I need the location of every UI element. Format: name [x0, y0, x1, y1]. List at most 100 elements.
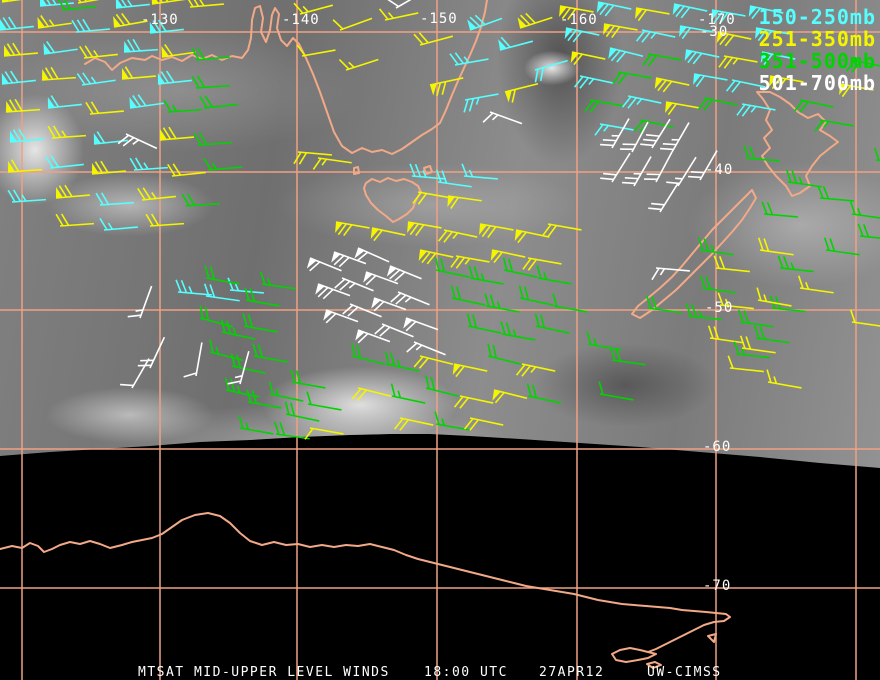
wind-barb-501-700mb — [354, 247, 390, 263]
legend-item-251-350mb: 251-350mb — [758, 27, 876, 51]
latitude-label: -50 — [705, 300, 734, 316]
wind-barb-351-500mb — [697, 237, 734, 256]
coastline-tasmania-islet-west — [353, 166, 360, 175]
wind-barb-501-700mb — [355, 329, 391, 344]
wind-barb-501-700mb — [643, 151, 673, 183]
wind-barb-351-500mb — [761, 201, 798, 218]
wind-barb-251-350mb — [515, 363, 556, 377]
wind-barb-351-500mb — [697, 97, 738, 111]
wind-barb-251-350mb — [452, 363, 488, 378]
wind-barb-351-500mb — [645, 295, 682, 314]
wind-barb-150-250mb — [157, 70, 192, 85]
pressure-level-legend: 150-250mb 251-350mb 351-500mb 501-700mb — [759, 6, 876, 94]
wind-barb-251-350mb — [351, 387, 392, 401]
wind-barb-251-350mb — [335, 221, 370, 237]
wind-barb-351-500mb — [777, 255, 814, 273]
wind-barb-150-250mb — [635, 29, 676, 43]
wind-barb-251-350mb — [504, 82, 539, 103]
coastline-nz-north-island — [756, 91, 839, 197]
wind-barb-150-250mb — [679, 25, 714, 40]
wind-barb-351-500mb — [163, 99, 202, 113]
wind-barb-351-500mb — [434, 411, 470, 431]
longitude-label: -150 — [420, 11, 458, 27]
wind-barb-150-250mb — [99, 217, 138, 231]
wind-barb-351-500mb — [238, 415, 274, 435]
wind-barb-351-500mb — [273, 421, 310, 440]
caption-date: 27APR12 — [539, 665, 605, 680]
wind-barb-351-500mb — [484, 293, 520, 313]
wind-barb-150-250mb — [672, 3, 708, 19]
coastline-nz-south-island — [631, 189, 757, 319]
wind-barb-251-350mb — [151, 0, 186, 5]
wind-barb-150-250mb — [449, 52, 489, 66]
wind-barb-150-250mb — [47, 95, 82, 109]
wind-barb-251-350mb — [766, 369, 802, 389]
wind-barb-351-500mb — [598, 381, 634, 401]
wind-barb-501-700mb — [648, 182, 679, 213]
wind-barb-251-350mb — [167, 163, 206, 177]
wind-barb-351-500mb — [814, 119, 854, 132]
wind-barb-251-350mb — [338, 58, 379, 71]
wind-barb-351-500mb — [526, 383, 562, 404]
wind-barb-351-500mb — [584, 99, 624, 113]
wind-barb-351-500mb — [793, 99, 834, 113]
wind-barb-251-350mb — [413, 32, 454, 46]
wind-barb-501-700mb — [600, 152, 631, 183]
coastline-antarctica-coast — [0, 512, 731, 653]
wind-barb-150-250mb — [123, 38, 158, 53]
wind-barb-501-700mb — [374, 323, 414, 338]
wind-barb-150-250mb — [7, 189, 46, 203]
wind-barb-251-350mb — [312, 157, 352, 170]
longitude-label: -130 — [141, 12, 179, 28]
wind-barb-251-350mb — [412, 191, 452, 205]
wind-barb-351-500mb — [817, 185, 854, 202]
wind-barb-351-500mb — [242, 313, 278, 333]
wind-barb-150-250mb — [736, 103, 776, 117]
wind-barb-251-350mb — [407, 221, 442, 237]
wind-barb-501-700mb — [482, 111, 523, 125]
wind-barb-351-500mb — [737, 309, 774, 328]
wind-barb-251-350mb — [713, 255, 750, 273]
wind-barb-251-350mb — [559, 5, 594, 21]
wind-barb-351-500mb — [351, 343, 386, 366]
wind-barb-501-700mb — [334, 277, 374, 292]
wind-barb-351-500mb — [390, 383, 426, 404]
wind-barb-150-250mb — [175, 279, 212, 296]
wind-barb-501-700mb — [227, 350, 250, 385]
wind-barb-251-350mb — [756, 287, 792, 307]
wind-barb-351-500mb — [284, 401, 320, 422]
wind-barb-501-700mb — [619, 121, 649, 153]
wind-barb-351-500mb — [209, 339, 244, 362]
wind-barb-351-500mb — [259, 271, 296, 290]
caption-credit: UW-CIMSS — [647, 665, 722, 680]
wind-barb-251-350mb — [429, 77, 464, 97]
wind-barb-351-500mb — [823, 237, 860, 256]
wind-barb-251-350mb — [490, 249, 526, 264]
wind-barb-501-700mb — [406, 341, 446, 356]
wind-barb-251-350mb — [447, 195, 482, 209]
wind-barb-351-500mb — [290, 369, 326, 389]
wind-barb-251-350mb — [839, 83, 874, 98]
wind-barb-251-350mb — [370, 227, 406, 242]
wind-barb-251-350mb — [79, 45, 118, 59]
wind-barb-501-700mb — [660, 122, 690, 153]
wind-barb-501-700mb — [600, 118, 630, 149]
wind-barb-150-250mb — [71, 18, 110, 33]
wind-barb-501-700mb — [120, 358, 150, 389]
wind-barb-150-250mb — [693, 73, 728, 88]
wind-barb-150-250mb — [93, 131, 128, 145]
legend-item-501-700mb: 501-700mb — [758, 71, 876, 95]
coastline-australia-south-coast — [84, 0, 488, 155]
wind-barb-501-700mb — [386, 0, 426, 9]
wind-barb-351-500mb — [220, 319, 256, 340]
wind-barb-251-350mb — [113, 12, 148, 28]
wind-barb-251-350mb — [727, 355, 764, 373]
wind-barb-251-350mb — [413, 355, 454, 369]
wind-barb-351-500mb — [181, 193, 220, 207]
wind-barb-251-350mb — [463, 417, 504, 431]
wind-barb-150-250mb — [115, 0, 150, 9]
wind-barb-251-350mb — [3, 42, 38, 57]
